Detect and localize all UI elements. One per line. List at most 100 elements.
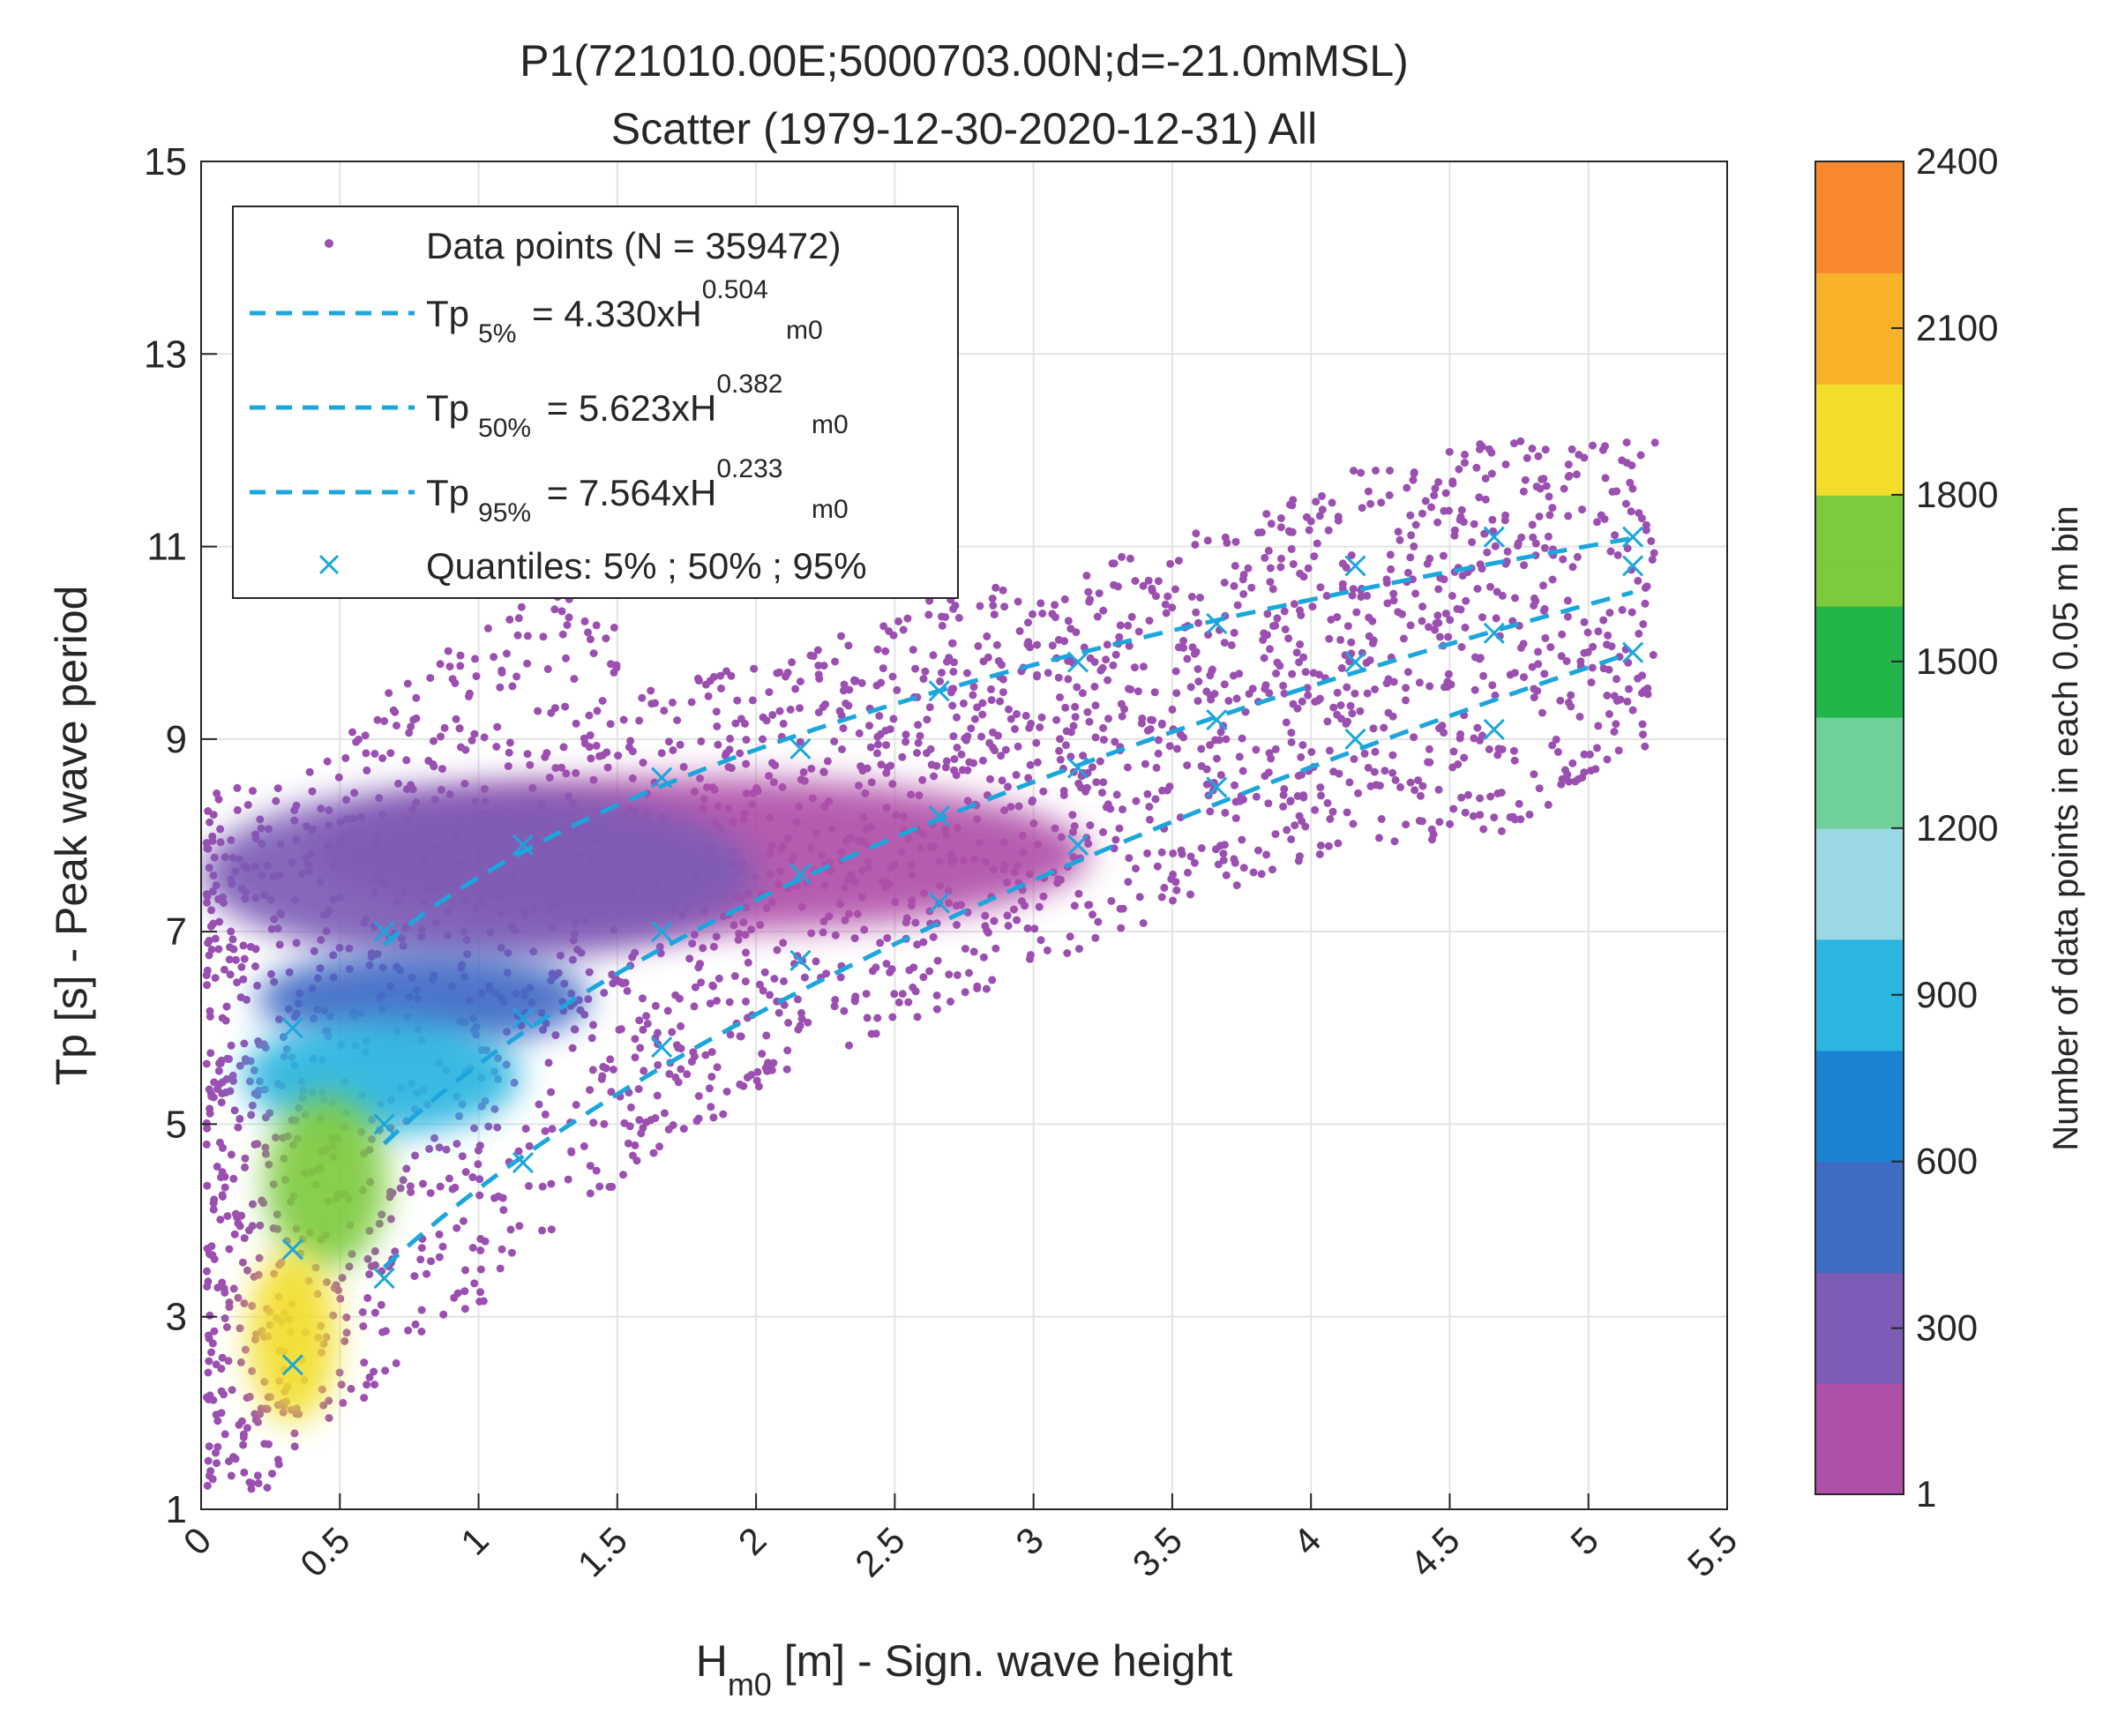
scatter-point [894, 998, 903, 1006]
scatter-point [425, 1144, 434, 1153]
scatter-point [765, 772, 774, 781]
scatter-point [240, 1468, 249, 1477]
scatter-point [647, 1116, 655, 1125]
scatter-point [1492, 614, 1500, 623]
scatter-point [992, 640, 1001, 649]
scatter-point [336, 1294, 345, 1303]
scatter-point [1102, 803, 1111, 812]
scatter-point [1176, 730, 1185, 738]
scatter-point [1157, 848, 1166, 857]
scatter-point [221, 1183, 229, 1192]
scatter-point [1099, 736, 1108, 745]
scatter-point [1647, 536, 1656, 545]
colorbar-segment [1815, 1272, 1904, 1296]
x-tick-label: 1.5 [570, 1519, 636, 1585]
scatter-point [223, 1212, 232, 1221]
colorbar-segment [1815, 1116, 1904, 1141]
scatter-point [272, 797, 281, 805]
scatter-point [643, 1020, 652, 1028]
scatter-point [1523, 453, 1531, 462]
scatter-point [1222, 871, 1231, 879]
scatter-point [1206, 807, 1215, 816]
scatter-point [1351, 689, 1359, 698]
scatter-point [207, 906, 216, 915]
scatter-point [771, 761, 780, 770]
legend-q50-hsub: m0 [812, 410, 849, 439]
quantile-marker [928, 892, 950, 914]
scatter-point [694, 1092, 703, 1100]
scatter-point [1409, 475, 1418, 484]
scatter-point [1562, 657, 1571, 665]
scatter-point [860, 925, 869, 934]
scatter-point [1254, 846, 1262, 855]
scatter-point [292, 939, 301, 947]
scatter-point [1347, 551, 1356, 559]
colorbar-segment [1815, 406, 1904, 430]
scatter-point [999, 688, 1007, 697]
scatter-point [1091, 933, 1100, 942]
colorbar-segment [1815, 583, 1904, 607]
scatter-point [1473, 585, 1482, 593]
scatter-point [983, 632, 991, 640]
scatter-point [1318, 491, 1326, 500]
colorbar-segment [1815, 1161, 1904, 1185]
scatter-point [1593, 518, 1601, 527]
scatter-point [872, 963, 880, 972]
scatter-point [490, 653, 498, 662]
scatter-point [1525, 810, 1534, 819]
quantile-marker [281, 1238, 303, 1261]
scatter-point [701, 1051, 710, 1059]
scatter-point [775, 668, 783, 677]
scatter-point [1641, 583, 1650, 592]
scatter-point [1315, 850, 1324, 858]
scatter-point [562, 654, 570, 662]
scatter-point [679, 1125, 688, 1134]
y-tick-label: 1 [166, 1488, 187, 1531]
colorbar-tick-label: 900 [1916, 974, 1978, 1015]
legend-q50: Tp 50% = 5.623xH0.382m0 [426, 370, 849, 443]
scatter-point [345, 1262, 354, 1271]
scatter-point [1498, 591, 1507, 600]
scatter-point [1107, 896, 1116, 905]
scatter-point [936, 677, 945, 685]
scatter-point [1642, 520, 1650, 529]
scatter-point [654, 1060, 662, 1069]
scatter-point [1434, 785, 1443, 794]
scatter-point [1366, 499, 1375, 508]
scatter-point [1284, 634, 1293, 643]
scatter-point [1220, 579, 1229, 587]
scatter-point [1585, 750, 1594, 759]
scatter-point [423, 1269, 430, 1278]
scatter-point [1337, 663, 1346, 672]
scatter-point [1072, 628, 1081, 637]
scatter-point [225, 1298, 234, 1306]
scatter-point [342, 1328, 351, 1337]
scatter-point [216, 825, 225, 834]
scatter-point [626, 737, 635, 745]
scatter-point [1366, 782, 1375, 790]
scatter-point [1490, 813, 1499, 822]
scatter-point [899, 625, 908, 634]
scatter-point [378, 754, 387, 762]
scatter-point [411, 1151, 419, 1160]
scatter-point [1383, 599, 1392, 608]
scatter-point [1348, 591, 1357, 600]
scatter-point [815, 675, 824, 683]
scatter-point [558, 630, 567, 639]
scatter-point [1503, 547, 1512, 556]
quantile-marker [1206, 776, 1228, 798]
scatter-point [254, 1418, 262, 1426]
scatter-point [1455, 734, 1464, 743]
scatter-point [812, 957, 820, 966]
scatter-point [1580, 453, 1589, 462]
x-axis-label: Hm0 [m] - Sign. wave height [696, 1636, 1233, 1702]
scatter-point [227, 1150, 236, 1159]
legend-q05: Tp 5% = 4.330xH0.504m0 [426, 275, 823, 348]
scatter-point [669, 746, 677, 754]
scatter-point [709, 942, 718, 951]
scatter-point [1249, 868, 1258, 877]
colorbar-segment [1815, 1028, 1904, 1051]
scatter-point [741, 931, 750, 939]
scatter-point [202, 1059, 211, 1068]
legend-q95-sub: 95% [478, 498, 531, 528]
